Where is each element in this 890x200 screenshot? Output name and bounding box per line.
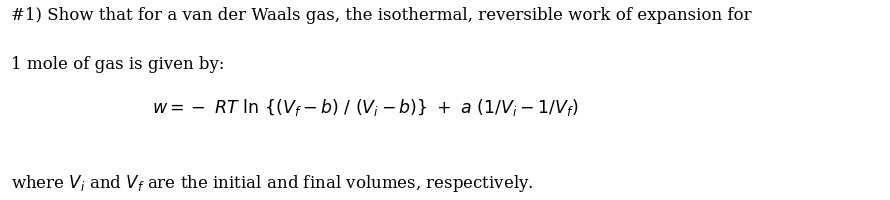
Text: 1 mole of gas is given by:: 1 mole of gas is given by: [11, 56, 224, 73]
Text: $w = -\ RT\ \mathrm{ln}\ \{(V_f - b)\ /\ (V_i - b)\}\ +\ a\ (1/V_i - 1/V_f)$: $w = -\ RT\ \mathrm{ln}\ \{(V_f - b)\ /\… [152, 97, 578, 118]
Text: where $V_i$ and $V_f$ are the initial and final volumes, respectively.: where $V_i$ and $V_f$ are the initial an… [11, 173, 533, 194]
Text: #1) Show that for a van der Waals gas, the isothermal, reversible work of expans: #1) Show that for a van der Waals gas, t… [11, 7, 751, 24]
